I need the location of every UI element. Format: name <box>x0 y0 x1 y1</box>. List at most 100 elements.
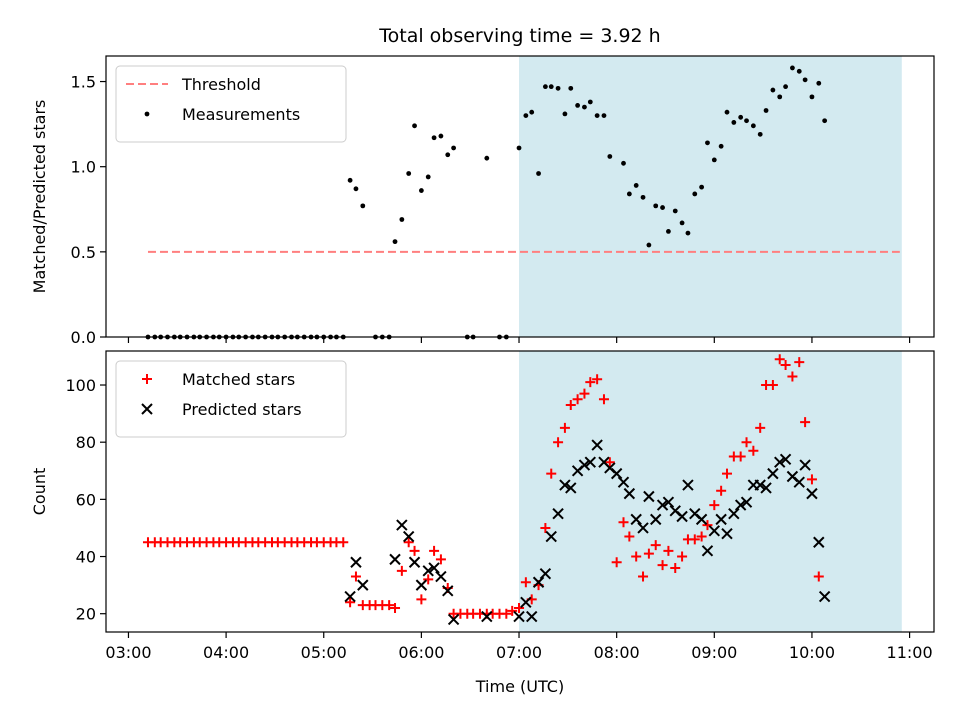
data-point <box>702 520 713 531</box>
data-point <box>779 453 792 466</box>
data-point <box>520 577 531 588</box>
data-point <box>390 602 401 613</box>
data-point <box>520 596 532 608</box>
data-point <box>735 451 746 462</box>
data-point <box>774 456 786 468</box>
data-point <box>646 242 652 248</box>
data-point <box>584 456 597 468</box>
data-point <box>501 608 512 619</box>
chart-title: Total observing time = 3.92 h <box>378 25 660 47</box>
data-point <box>638 571 649 582</box>
data-point <box>630 513 642 526</box>
data-point <box>790 65 795 71</box>
data-point <box>677 551 688 562</box>
legend: Threshold Measurements <box>115 65 347 143</box>
data-point <box>692 191 698 197</box>
data-point <box>562 111 568 117</box>
data-point <box>724 109 730 115</box>
data-point <box>392 239 398 245</box>
data-point <box>582 104 587 110</box>
legend: Matched stars Predicted stars <box>115 360 347 438</box>
data-point <box>435 570 447 583</box>
data-point <box>425 174 431 180</box>
data-point <box>545 530 557 543</box>
data-point <box>540 522 551 533</box>
data-point <box>559 479 571 491</box>
data-point <box>731 120 737 125</box>
data-point <box>716 485 727 496</box>
data-point <box>643 548 654 559</box>
data-point <box>744 118 749 124</box>
data-point <box>422 565 434 577</box>
x-tick-label: 04:00 <box>203 643 249 662</box>
data-point <box>344 590 356 603</box>
data-point <box>338 537 349 548</box>
data-point <box>513 610 525 623</box>
data-point <box>813 571 824 582</box>
data-point <box>532 576 545 588</box>
data-point <box>738 114 744 120</box>
data-point <box>575 102 581 108</box>
data-point <box>536 171 541 176</box>
data-point <box>734 499 747 511</box>
data-point <box>611 557 622 568</box>
data-point <box>767 467 779 480</box>
data-point <box>626 191 632 197</box>
data-point <box>783 84 788 90</box>
data-point <box>763 108 769 113</box>
data-point <box>650 513 662 526</box>
series-matched-stars <box>142 354 824 619</box>
data-point <box>816 80 822 86</box>
data-point <box>399 217 405 222</box>
legend-label: Matched stars <box>182 370 295 389</box>
plot-frame <box>105 55 935 338</box>
data-point <box>402 530 415 543</box>
legend-swatch <box>144 111 150 117</box>
data-point <box>607 154 613 159</box>
data-point <box>568 85 574 91</box>
data-point <box>689 534 700 545</box>
data-point <box>711 157 717 163</box>
x-tick-label: 08:00 <box>594 643 640 662</box>
x-tick-label: 07:00 <box>496 643 542 662</box>
data-point <box>695 513 708 526</box>
data-point <box>806 474 817 485</box>
data-point <box>767 380 778 391</box>
data-point <box>429 545 440 556</box>
observing-window-shade <box>519 56 902 337</box>
data-point <box>548 84 554 90</box>
data-point <box>565 400 576 411</box>
data-point <box>618 517 629 528</box>
data-point <box>794 357 805 368</box>
y-tick-label: 40 <box>76 548 96 567</box>
data-point <box>800 417 811 428</box>
series-predicted-stars <box>344 439 831 626</box>
data-point <box>552 507 564 520</box>
data-point <box>809 94 815 100</box>
data-point <box>656 499 669 511</box>
y-tick-label: 20 <box>76 605 96 624</box>
data-point <box>631 551 642 562</box>
data-point <box>780 360 791 371</box>
data-point <box>633 183 639 188</box>
x-tick-label: 10:00 <box>789 643 835 662</box>
data-point <box>728 507 740 520</box>
data-point <box>679 220 685 226</box>
data-point <box>793 476 805 488</box>
data-point <box>408 556 421 568</box>
data-point <box>514 602 525 613</box>
data-point <box>705 140 710 146</box>
y-tick-label: 80 <box>76 433 96 452</box>
x-axis-label: Time (UTC) <box>475 677 564 696</box>
data-point <box>347 177 353 183</box>
data-point <box>660 205 665 210</box>
x-tick-label: 06:00 <box>398 643 444 662</box>
data-point <box>672 208 678 214</box>
data-point <box>416 594 427 605</box>
data-point <box>741 437 752 448</box>
data-point <box>350 571 361 582</box>
data-point <box>643 490 655 503</box>
data-point <box>755 422 766 433</box>
data-point <box>546 468 557 479</box>
data-point <box>418 188 424 193</box>
